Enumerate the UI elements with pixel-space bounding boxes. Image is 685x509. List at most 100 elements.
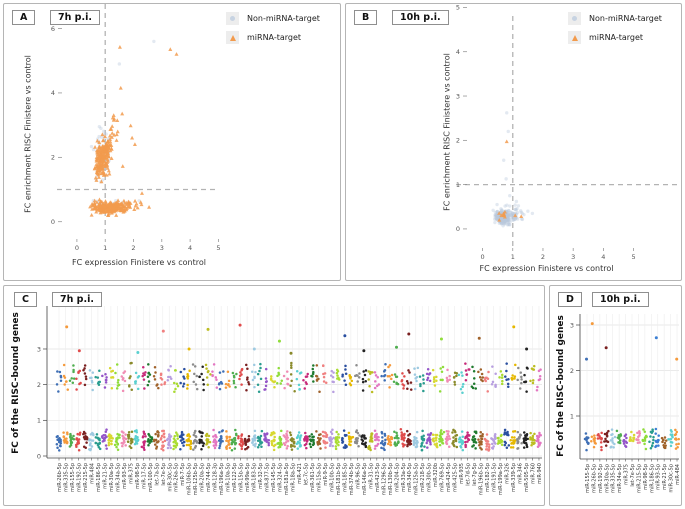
svg-text:miR-215-5p: miR-215-5p — [83, 463, 89, 492]
legend-row-non-mirna: Non-miRNA-target — [568, 12, 662, 25]
svg-text:1: 1 — [103, 244, 107, 252]
svg-text:miR-192-5p: miR-192-5p — [598, 464, 604, 493]
svg-text:miR-130b-5p: miR-130b-5p — [388, 463, 394, 495]
svg-text:miR-181b-5p: miR-181b-5p — [336, 463, 342, 495]
svg-text:let-7d-5p: let-7d-5p — [466, 463, 472, 486]
panel-b-title: 10h p.i. — [392, 10, 449, 25]
legend-label: miRNA-target — [589, 33, 644, 42]
svg-text:5: 5 — [216, 244, 220, 252]
svg-text:miR-106b-5p: miR-106b-5p — [187, 463, 193, 495]
svg-text:miR-421: miR-421 — [297, 463, 303, 484]
svg-text:miR-30c-5p: miR-30c-5p — [167, 463, 173, 492]
svg-text:miR-186-5p: miR-186-5p — [96, 463, 102, 492]
svg-text:0: 0 — [480, 253, 484, 261]
svg-text:miR-199a-5p: miR-199a-5p — [498, 463, 504, 495]
svg-text:2: 2 — [37, 381, 41, 389]
svg-text:2: 2 — [131, 244, 135, 252]
svg-text:miR-375: miR-375 — [128, 463, 134, 484]
svg-text:miR-425-5p: miR-425-5p — [453, 463, 459, 492]
svg-text:miR-26a-5p: miR-26a-5p — [174, 463, 180, 492]
svg-text:miR-146a-5p: miR-146a-5p — [362, 463, 368, 495]
svg-text:miR-346: miR-346 — [518, 463, 524, 484]
svg-text:miR-20a-5p: miR-20a-5p — [200, 463, 206, 492]
svg-text:miR-98-5p: miR-98-5p — [135, 463, 141, 489]
svg-text:miR-1296-5p: miR-1296-5p — [381, 463, 387, 495]
svg-text:1: 1 — [456, 181, 460, 189]
legend-key — [226, 12, 239, 25]
svg-text:miR-877-5p: miR-877-5p — [265, 463, 271, 492]
panel-a-plot: 0 1 2 3 4 5 0 2 4 6 — [51, 4, 220, 252]
panel-b: B 10h p.i. Non-miRNA-target miRNA-target… — [345, 3, 682, 281]
legend-label: miRNA-target — [247, 33, 302, 42]
svg-text:0: 0 — [37, 452, 41, 460]
legend-row-non-mirna: Non-miRNA-target — [226, 12, 320, 25]
svg-text:miR-125a-5p: miR-125a-5p — [414, 463, 420, 495]
legend-label: Non-miRNA-target — [247, 14, 320, 23]
svg-text:miR-93-5p: miR-93-5p — [122, 463, 128, 489]
svg-text:miR-26b-5p: miR-26b-5p — [591, 464, 597, 493]
svg-text:miR-191-5p: miR-191-5p — [492, 463, 498, 492]
svg-text:miR-215-5p: miR-215-5p — [636, 464, 642, 493]
svg-text:let-7c-5p: let-7c-5p — [303, 463, 309, 485]
svg-text:miR-7-5p: miR-7-5p — [180, 463, 186, 486]
circle-marker-icon — [572, 16, 577, 21]
panel-a-letter: A — [12, 10, 36, 25]
svg-text:4: 4 — [188, 244, 192, 252]
panel-d-y-axis-label: FC of the RISC-bound genes — [556, 315, 566, 457]
svg-text:miR-100-5p: miR-100-5p — [148, 463, 154, 492]
svg-text:miR-21-5p: miR-21-5p — [662, 464, 668, 490]
svg-text:miR-9-5p: miR-9-5p — [323, 463, 329, 486]
svg-text:let-7a-5p: let-7a-5p — [154, 463, 160, 486]
panel-d-title: 10h p.i. — [592, 292, 649, 307]
svg-text:miR-505-5p: miR-505-5p — [524, 463, 530, 492]
svg-text:4: 4 — [51, 89, 55, 97]
svg-text:miR-99a-5p: miR-99a-5p — [245, 463, 251, 492]
svg-text:miR-93-5p: miR-93-5p — [656, 464, 662, 490]
svg-text:0: 0 — [456, 225, 460, 233]
svg-text:1: 1 — [570, 412, 574, 420]
svg-text:miR-34a-5p: miR-34a-5p — [115, 463, 121, 492]
svg-text:miR-335-5p: miR-335-5p — [611, 464, 617, 493]
panel-a-legend: Non-miRNA-target miRNA-target — [226, 12, 320, 44]
svg-text:5: 5 — [631, 253, 635, 261]
svg-text:miR-192-5p: miR-192-5p — [76, 463, 82, 492]
svg-text:3: 3 — [456, 92, 460, 100]
panel-b-y-axis-label: FC enrichment RISC Finistere vs control — [442, 53, 452, 211]
svg-text:miR-31-5p: miR-31-5p — [368, 463, 374, 489]
svg-text:miR-326: miR-326 — [505, 463, 511, 484]
svg-text:miR-10b-5p: miR-10b-5p — [329, 463, 335, 492]
svg-text:miR-10a-5p: miR-10a-5p — [226, 463, 232, 492]
svg-text:miR-186-5p: miR-186-5p — [649, 464, 655, 493]
svg-text:miR-155-5p: miR-155-5p — [585, 464, 591, 493]
triangle-marker-icon — [571, 34, 578, 41]
svg-text:miR-15b-5p: miR-15b-5p — [239, 463, 245, 492]
svg-text:miR-21-5p: miR-21-5p — [102, 463, 108, 489]
panel-b-x-axis-label: FC expression Finistere vs control — [479, 264, 614, 273]
panel-c-title: 7h p.i. — [52, 292, 102, 307]
svg-text:miR-96-5p: miR-96-5p — [355, 463, 361, 489]
svg-text:miR-320b: miR-320b — [433, 463, 439, 487]
legend-row-mirna: miRNA-target — [226, 31, 320, 44]
svg-text:miR-374b-5p: miR-374b-5p — [349, 463, 355, 495]
svg-text:3: 3 — [570, 321, 574, 329]
svg-text:0: 0 — [51, 218, 55, 226]
svg-text:miR-18a-5p: miR-18a-5p — [290, 463, 296, 492]
svg-text:miR-181a-5p: miR-181a-5p — [284, 463, 290, 495]
triangle-marker-icon — [229, 34, 236, 41]
panel-b-plot: 0 1 2 3 4 5 0 1 2 3 4 5 — [456, 4, 679, 261]
legend-row-mirna: miRNA-target — [568, 31, 662, 44]
panel-d: D 10h p.i. FC of the RISC-bound genes 1 2… — [549, 285, 682, 506]
svg-text:1: 1 — [511, 253, 515, 261]
svg-text:0: 0 — [75, 244, 79, 252]
svg-text:miR-324-5p: miR-324-5p — [278, 463, 284, 492]
svg-text:miR-33a-5p: miR-33a-5p — [401, 463, 407, 492]
svg-text:miR-375: miR-375 — [624, 464, 630, 485]
legend-key — [226, 31, 239, 44]
svg-text:miR-196b-5p: miR-196b-5p — [479, 463, 485, 495]
panel-c: C 7h p.i. FC of the RISC-bound genes 0 1 2… — [3, 285, 545, 506]
legend-label: Non-miRNA-target — [589, 14, 662, 23]
svg-text:2: 2 — [456, 137, 460, 145]
legend-key — [568, 12, 581, 25]
svg-text:miR-26b-5p: miR-26b-5p — [57, 463, 63, 492]
